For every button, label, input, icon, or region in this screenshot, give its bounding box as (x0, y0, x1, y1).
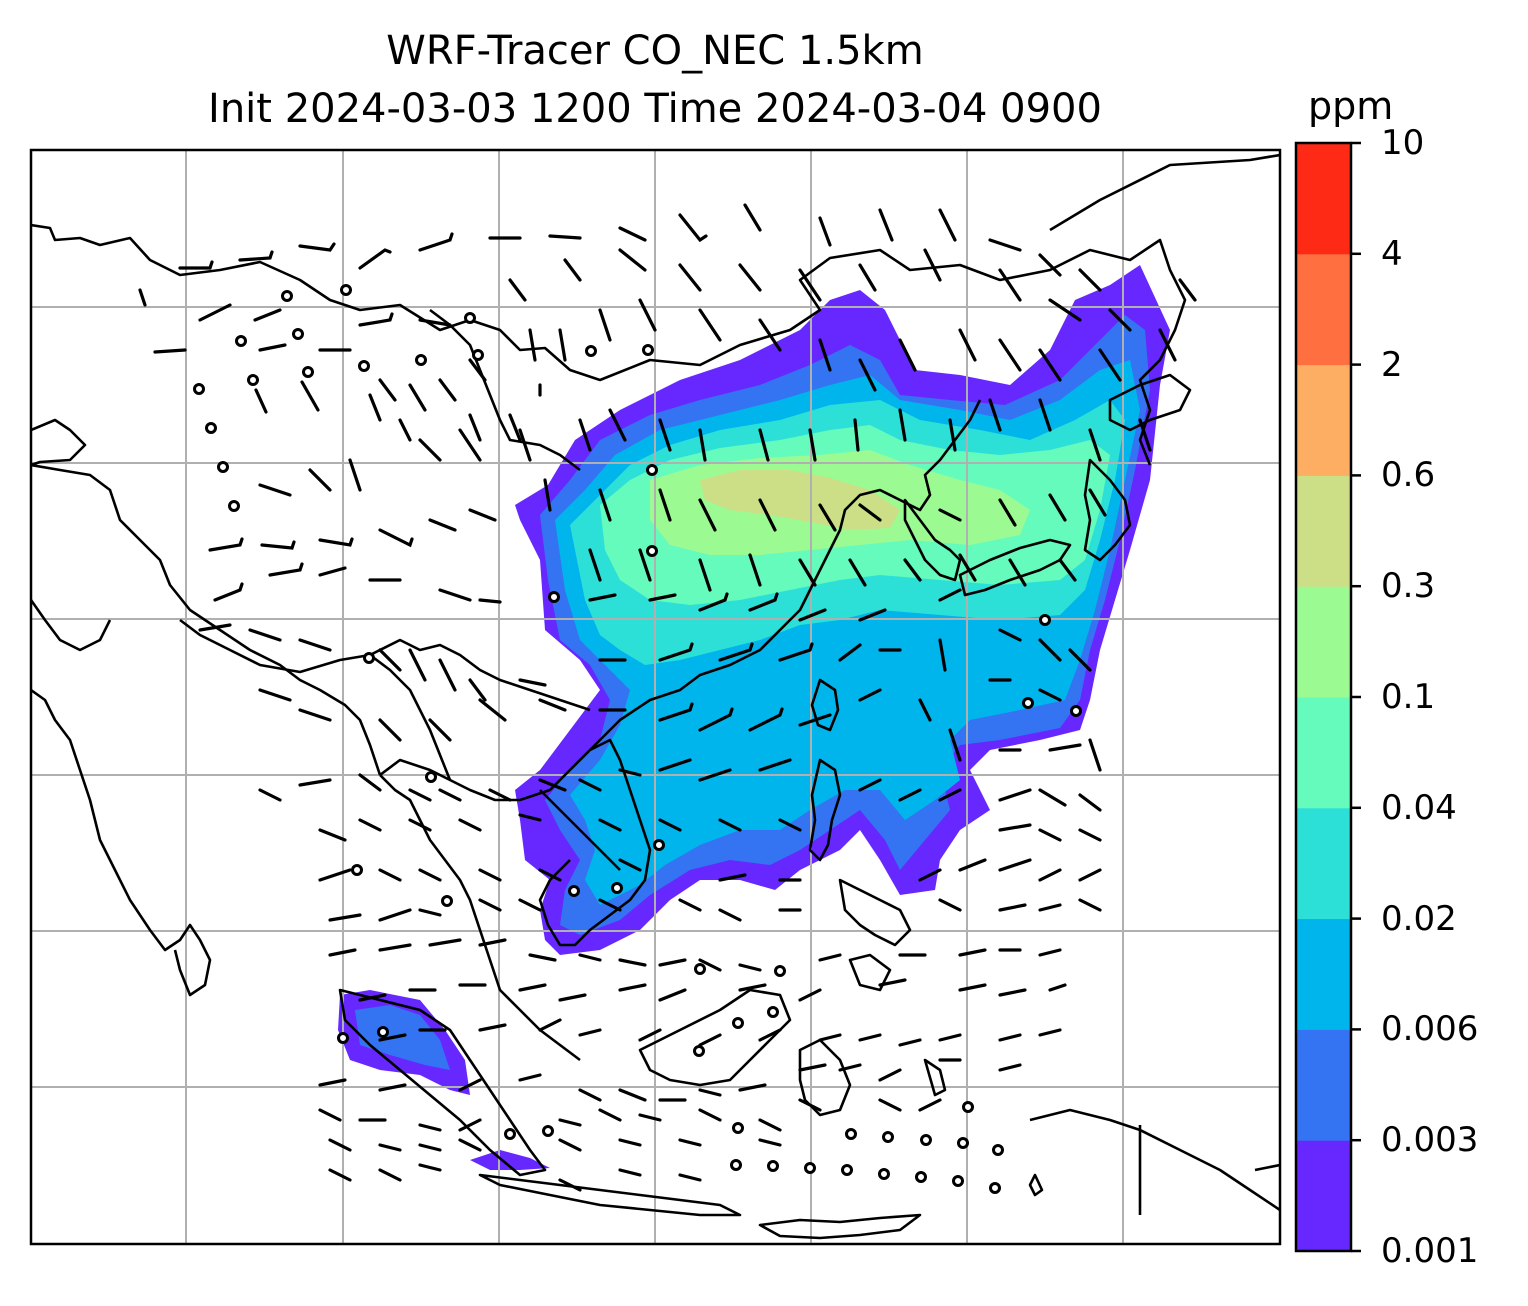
colorbar-frame (1294, 141, 1353, 1253)
colorbar-band (1296, 1140, 1351, 1252)
calm-wind-markers (193, 284, 1082, 1194)
colorbar-tick-label: 0.003 (1381, 1120, 1479, 1161)
colorbar-unit: ppm (1308, 84, 1394, 128)
wind-barbs (138, 203, 1197, 1192)
colorbar-tick-label: 0.001 (1381, 1231, 1479, 1271)
colorbar-band (1296, 1029, 1351, 1141)
map-title: WRF-Tracer CO_NEC 1.5km (386, 28, 924, 74)
colorbar-band (1296, 364, 1351, 476)
map-subtitle: Init 2024-03-03 1200 Time 2024-03-04 090… (208, 86, 1102, 132)
concentration-level-0.001-java (470, 1150, 550, 1170)
colorbar-tick-label: 10 (1381, 123, 1425, 163)
map-frame (29, 148, 1282, 1246)
colorbar-tick-label: 0.04 (1381, 787, 1457, 828)
colorbar-tick-label: 0.02 (1381, 898, 1457, 939)
colorbar (1296, 141, 1361, 1253)
concentration-level-0.003-sumatra (355, 1005, 450, 1070)
colorbar-band (1296, 918, 1351, 1030)
colorbar-band (1296, 253, 1351, 366)
colorbar-tick-label: 2 (1381, 344, 1403, 385)
colorbar-tick-label: 0.006 (1381, 1009, 1479, 1050)
co-concentration-field (338, 265, 1170, 1170)
colorbar-band (1296, 586, 1351, 698)
coastlines (31, 153, 1280, 1240)
colorbar-band (1296, 143, 1351, 255)
colorbar-band (1296, 697, 1351, 809)
concentration-level-0.3 (700, 470, 900, 530)
colorbar-band (1296, 475, 1351, 587)
colorbar-band (1296, 807, 1351, 920)
colorbar-tick-label: 0.1 (1381, 677, 1436, 717)
colorbar-tick-label: 0.6 (1381, 455, 1436, 496)
colorbar-tick-label: 0.3 (1381, 566, 1436, 607)
colorbar-tick-label: 4 (1381, 233, 1403, 274)
